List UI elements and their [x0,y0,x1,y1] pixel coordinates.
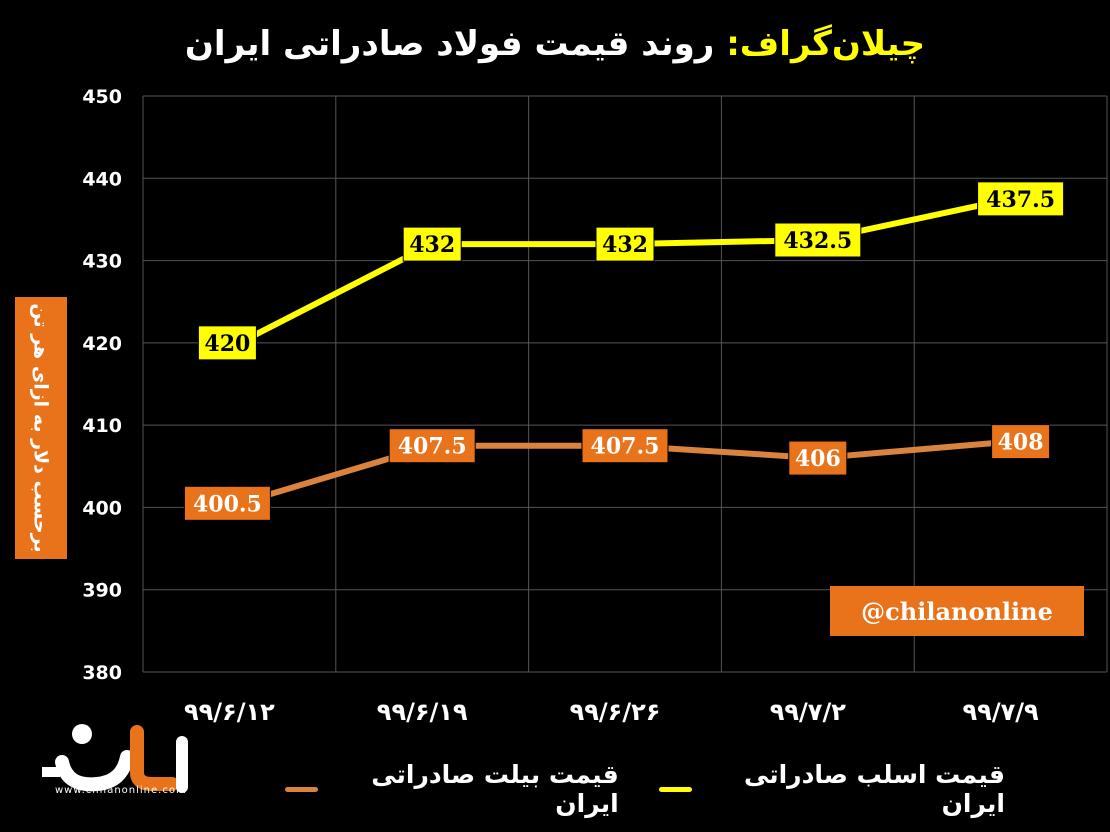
title-brand: چیلان‌گراف: [726,24,926,64]
data-label: 407.5 [398,434,467,460]
data-label: 432 [409,232,455,258]
series-line-0 [238,195,1012,346]
y-tick-label: 410 [82,415,122,437]
logo-website: www.chilanonline.com [55,785,187,796]
x-tick-label: ۹۹/۷/۹ [963,698,1039,726]
y-axis-label: برحسب دلار به ازای هر تن [30,303,53,553]
data-label-box [991,424,1051,460]
y-tick-label: 390 [82,580,122,602]
legend-label-billet: قیمت بیلت صادراتی ایران [371,760,619,818]
legend-item-billet: قیمت بیلت صادراتی ایران [285,760,619,818]
chart-title: چیلان‌گراف: روند قیمت فولاد صادراتی ایرا… [0,24,1110,64]
data-label: 420 [204,331,250,357]
social-handle: @chilanonline [830,586,1084,636]
y-tick-label: 430 [82,251,122,273]
x-tick-label: ۹۹/۶/۱۲ [184,698,275,726]
data-label-box [183,485,271,521]
data-label: 432 [602,232,648,258]
y-tick-label: 450 [82,86,122,108]
data-label-box [774,222,862,258]
data-label-box [402,226,462,262]
data-label-box [581,428,669,464]
logo-graphic [42,724,188,793]
data-label-box [788,440,848,476]
data-label-box [388,428,476,464]
data-label-box [197,325,257,361]
data-label-box [977,181,1065,217]
data-label: 407.5 [591,434,660,460]
y-axis-label-box: برحسب دلار به ازای هر تن [15,297,67,559]
x-tick-label: ۹۹/۶/۲۶ [570,698,661,726]
data-label: 437.5 [986,187,1055,213]
x-tick-label: ۹۹/۶/۱۹ [377,698,468,726]
data-label-box [595,226,655,262]
legend-item-slab: قیمت اسلب صادراتی ایران [658,760,1005,818]
data-label: 400.5 [193,491,262,517]
title-main: روند قیمت فولاد صادراتی ایران [184,24,715,64]
legend-swatch-slab [658,786,693,792]
data-label: 406 [795,446,841,472]
legend: قیمت اسلب صادراتی ایران قیمت بیلت صادرات… [285,760,1005,818]
x-tick-label: ۹۹/۷/۲ [770,698,846,726]
legend-swatch-billet [285,786,319,792]
data-label: 432.5 [783,228,852,254]
y-tick-label: 440 [82,168,122,190]
y-tick-label: 420 [82,333,122,355]
legend-label-slab: قیمت اسلب صادراتی ایران [743,760,1005,818]
y-tick-label: 380 [82,662,122,684]
chilan-logo [42,724,188,793]
y-tick-label: 400 [82,497,122,519]
data-label: 408 [998,430,1044,456]
